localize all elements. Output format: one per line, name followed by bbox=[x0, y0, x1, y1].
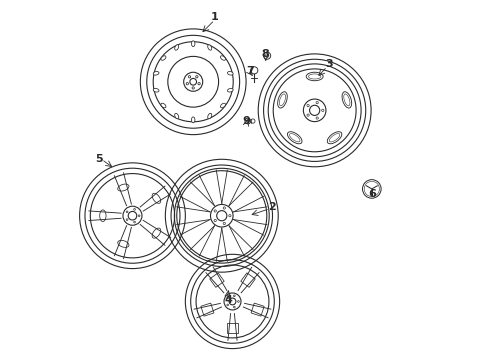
Ellipse shape bbox=[220, 56, 225, 60]
Circle shape bbox=[229, 215, 231, 217]
Circle shape bbox=[229, 298, 236, 305]
Circle shape bbox=[233, 306, 235, 308]
Circle shape bbox=[245, 118, 251, 124]
Circle shape bbox=[227, 304, 228, 306]
Circle shape bbox=[138, 215, 140, 217]
Ellipse shape bbox=[161, 103, 166, 108]
Ellipse shape bbox=[152, 228, 161, 238]
Circle shape bbox=[251, 67, 258, 74]
Circle shape bbox=[363, 180, 381, 198]
Circle shape bbox=[223, 222, 225, 225]
Ellipse shape bbox=[327, 132, 342, 144]
Circle shape bbox=[227, 297, 228, 299]
Circle shape bbox=[316, 102, 318, 104]
Ellipse shape bbox=[192, 117, 195, 123]
Circle shape bbox=[126, 219, 128, 220]
Circle shape bbox=[214, 210, 216, 212]
Bar bbox=[241, 273, 255, 287]
Circle shape bbox=[310, 105, 320, 116]
Text: 1: 1 bbox=[211, 13, 219, 22]
Ellipse shape bbox=[288, 132, 302, 144]
Text: 4: 4 bbox=[225, 295, 233, 305]
Ellipse shape bbox=[153, 89, 159, 92]
Ellipse shape bbox=[220, 103, 225, 108]
Circle shape bbox=[192, 87, 195, 89]
Text: 6: 6 bbox=[368, 189, 376, 199]
Ellipse shape bbox=[227, 89, 233, 92]
Circle shape bbox=[214, 219, 216, 222]
Ellipse shape bbox=[306, 72, 323, 81]
Circle shape bbox=[217, 211, 227, 221]
Ellipse shape bbox=[342, 92, 352, 108]
Ellipse shape bbox=[278, 92, 287, 108]
Circle shape bbox=[307, 104, 309, 107]
Ellipse shape bbox=[192, 41, 195, 46]
Circle shape bbox=[264, 52, 270, 59]
Ellipse shape bbox=[227, 72, 233, 75]
Circle shape bbox=[238, 301, 239, 302]
Bar bbox=[227, 323, 238, 333]
Text: 8: 8 bbox=[262, 49, 270, 59]
Circle shape bbox=[134, 221, 135, 223]
Ellipse shape bbox=[118, 184, 129, 191]
Bar bbox=[201, 303, 214, 316]
Ellipse shape bbox=[161, 56, 166, 60]
Circle shape bbox=[251, 119, 255, 123]
Ellipse shape bbox=[175, 45, 179, 50]
Circle shape bbox=[198, 82, 200, 85]
Circle shape bbox=[126, 211, 128, 213]
Text: 9: 9 bbox=[243, 116, 251, 126]
Text: 3: 3 bbox=[325, 59, 333, 69]
Circle shape bbox=[316, 117, 318, 119]
Ellipse shape bbox=[152, 193, 161, 203]
Bar bbox=[251, 303, 264, 316]
Ellipse shape bbox=[208, 45, 212, 50]
Circle shape bbox=[307, 114, 309, 116]
Ellipse shape bbox=[153, 72, 159, 75]
Ellipse shape bbox=[175, 113, 179, 119]
Circle shape bbox=[196, 76, 198, 78]
Ellipse shape bbox=[99, 210, 106, 221]
Circle shape bbox=[186, 82, 189, 85]
Circle shape bbox=[189, 76, 191, 78]
Circle shape bbox=[233, 295, 235, 297]
Circle shape bbox=[321, 109, 324, 112]
Circle shape bbox=[134, 208, 135, 210]
Text: 2: 2 bbox=[268, 202, 276, 212]
Circle shape bbox=[223, 207, 225, 209]
Ellipse shape bbox=[208, 113, 212, 119]
Ellipse shape bbox=[118, 240, 129, 247]
Text: 5: 5 bbox=[95, 154, 102, 163]
Bar bbox=[210, 273, 224, 287]
Circle shape bbox=[128, 211, 137, 220]
Text: 7: 7 bbox=[246, 66, 254, 76]
